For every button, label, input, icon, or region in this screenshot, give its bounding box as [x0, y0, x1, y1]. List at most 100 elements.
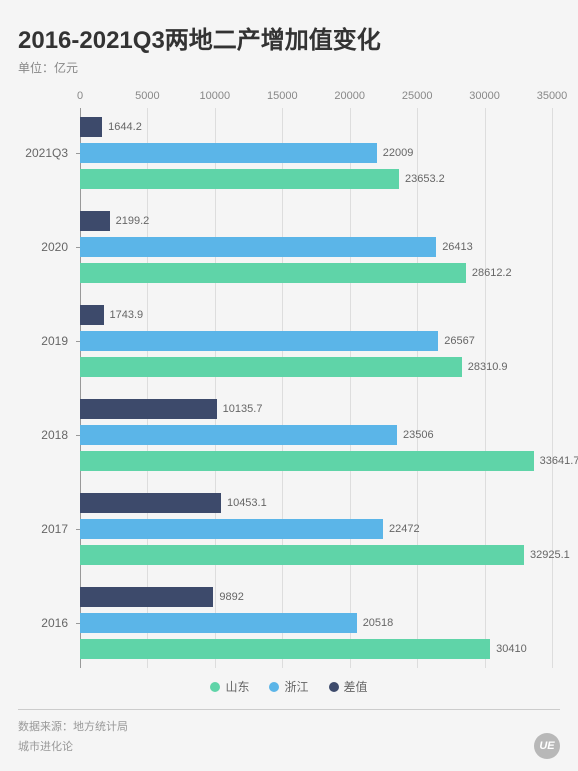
- x-tick-label: 10000: [200, 90, 231, 102]
- bar-fill: [80, 639, 490, 659]
- x-axis: 05000100001500020000250003000035000: [80, 90, 552, 108]
- bar-fill: [80, 545, 524, 565]
- bar-group: 20191743.92656728310.9: [80, 305, 552, 377]
- x-tick-label: 25000: [402, 90, 433, 102]
- legend: 山东 浙江 差值: [18, 678, 560, 695]
- bar-fill: [80, 331, 438, 351]
- bar-value: 23506: [397, 429, 434, 441]
- category-label: 2016: [41, 616, 80, 630]
- footer-logo-icon: UE: [534, 733, 560, 759]
- x-tick-label: 20000: [334, 90, 365, 102]
- bar: 2199.2: [80, 211, 110, 231]
- legend-item: 差值: [329, 678, 368, 695]
- grid-line: [417, 108, 418, 668]
- bar-group: 201810135.72350633641.7: [80, 399, 552, 471]
- legend-item: 山东: [210, 678, 249, 695]
- bar: 1743.9: [80, 305, 104, 325]
- bar: 22472: [80, 519, 383, 539]
- grid-line: [147, 108, 148, 668]
- footer-brand: 城市进化论: [18, 738, 73, 754]
- bar: 28612.2: [80, 263, 466, 283]
- bar-fill: [80, 613, 357, 633]
- bar-fill: [80, 493, 221, 513]
- category-label: 2020: [41, 240, 80, 254]
- legend-label: 浙江: [284, 678, 308, 695]
- bar-value: 1644.2: [102, 121, 142, 133]
- bar-value: 28310.9: [462, 361, 508, 373]
- bar-fill: [80, 305, 104, 325]
- category-label: 2017: [41, 522, 80, 536]
- x-tick-label: 35000: [537, 90, 568, 102]
- bar-value: 10453.1: [221, 497, 267, 509]
- grid-line: [552, 108, 553, 668]
- bar: 10453.1: [80, 493, 221, 513]
- bar: 26567: [80, 331, 438, 351]
- legend-item: 浙江: [269, 678, 308, 695]
- chart-title: 2016-2021Q3两地二产增加值变化: [18, 20, 560, 55]
- bar-value: 22472: [383, 523, 420, 535]
- bar: 32925.1: [80, 545, 524, 565]
- bar: 10135.7: [80, 399, 217, 419]
- bar-value: 20518: [357, 617, 394, 629]
- category-label: 2019: [41, 334, 80, 348]
- legend-label: 差值: [344, 678, 368, 695]
- unit-label: 单位：亿元: [18, 59, 560, 76]
- legend-dot-icon: [269, 682, 279, 692]
- x-tick-label: 5000: [135, 90, 159, 102]
- grid-line: [350, 108, 351, 668]
- bar-fill: [80, 357, 462, 377]
- bar: 1644.2: [80, 117, 102, 137]
- bar-value: 22009: [377, 147, 414, 159]
- legend-dot-icon: [329, 682, 339, 692]
- legend-label: 山东: [225, 678, 249, 695]
- bar-fill: [80, 237, 436, 257]
- footer: 城市进化论 UE: [18, 733, 560, 759]
- bar-value: 23653.2: [399, 173, 445, 185]
- bar-fill: [80, 211, 110, 231]
- category-label: 2018: [41, 428, 80, 442]
- chart-container: 05000100001500020000250003000035000 2021…: [18, 90, 560, 695]
- category-label: 2021Q3: [25, 146, 80, 160]
- bar-fill: [80, 117, 102, 137]
- bar-value: 26567: [438, 335, 475, 347]
- bar-value: 26413: [436, 241, 473, 253]
- bar-value: 2199.2: [110, 215, 150, 227]
- bar-fill: [80, 263, 466, 283]
- bar: 28310.9: [80, 357, 462, 377]
- bar-group: 20202199.22641328612.2: [80, 211, 552, 283]
- bar-fill: [80, 425, 397, 445]
- bar: 23506: [80, 425, 397, 445]
- data-source: 数据来源：地方统计局: [18, 718, 560, 734]
- x-tick-label: 30000: [469, 90, 500, 102]
- bar-fill: [80, 587, 213, 607]
- bar-group: 201710453.12247232925.1: [80, 493, 552, 565]
- bar: 26413: [80, 237, 436, 257]
- bar-group: 201698922051830410: [80, 587, 552, 659]
- bar-fill: [80, 451, 534, 471]
- bar-fill: [80, 519, 383, 539]
- bar: 9892: [80, 587, 213, 607]
- legend-dot-icon: [210, 682, 220, 692]
- grid-line: [282, 108, 283, 668]
- bar: 22009: [80, 143, 377, 163]
- grid-line: [215, 108, 216, 668]
- bar-fill: [80, 169, 399, 189]
- bar-value: 1743.9: [104, 309, 144, 321]
- x-tick-label: 15000: [267, 90, 298, 102]
- bar-value: 9892: [213, 591, 243, 603]
- bar-value: 10135.7: [217, 403, 263, 415]
- bar-value: 30410: [490, 643, 527, 655]
- bar-value: 33641.7: [534, 455, 578, 467]
- bar-value: 32925.1: [524, 549, 570, 561]
- bar-fill: [80, 399, 217, 419]
- grid-line: [80, 108, 81, 668]
- plot-area: 2021Q31644.22200923653.220202199.2264132…: [80, 108, 552, 668]
- bar-fill: [80, 143, 377, 163]
- bar-value: 28612.2: [466, 267, 512, 279]
- grid-line: [485, 108, 486, 668]
- bar: 20518: [80, 613, 357, 633]
- x-tick-label: 0: [77, 90, 83, 102]
- bar-group: 2021Q31644.22200923653.2: [80, 117, 552, 189]
- divider: [18, 709, 560, 710]
- bar: 30410: [80, 639, 490, 659]
